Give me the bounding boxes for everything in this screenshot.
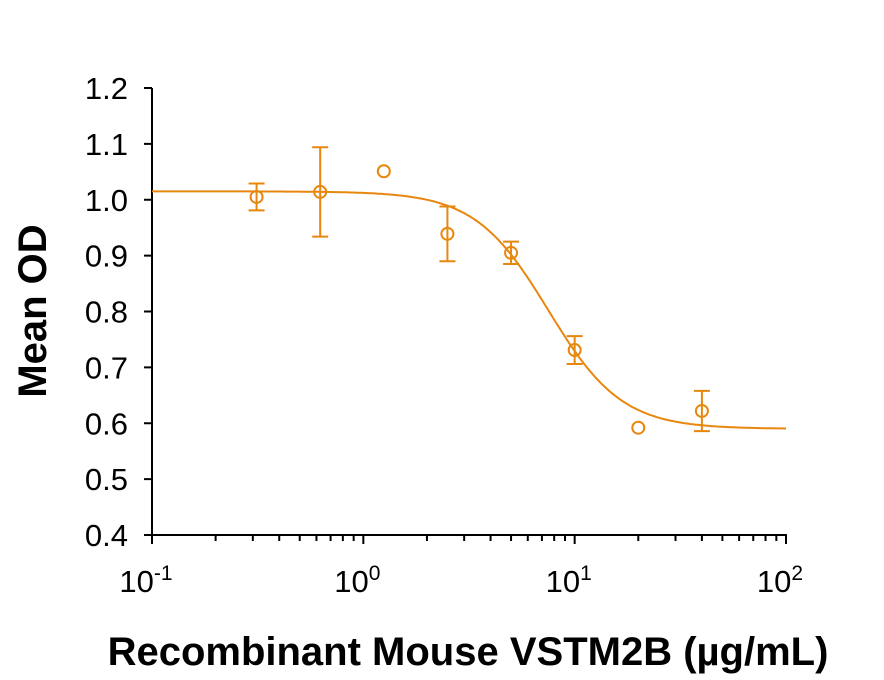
- y-tick-label: 0.8: [85, 295, 128, 330]
- y-tick-label: 1.0: [85, 183, 128, 218]
- y-tick-label: 1.1: [85, 127, 128, 162]
- y-axis-ticks: 0.4 0.5 0.6 0.7 0.8 0.9 1.0 1.1 1.2: [85, 71, 152, 553]
- x-tick-label: 101: [546, 562, 592, 599]
- data-point: [567, 343, 582, 358]
- x-tick-label: 10-1: [119, 562, 172, 599]
- axes: [151, 88, 787, 536]
- x-axis-ticks: 10-1 100 101 102: [119, 535, 803, 599]
- data-point: [313, 184, 328, 199]
- data-point: [376, 164, 391, 179]
- y-tick-label: 0.5: [85, 462, 128, 497]
- y-tick-label: 0.4: [85, 518, 128, 553]
- data-point: [631, 420, 646, 435]
- y-tick-label: 0.7: [85, 350, 128, 385]
- data-point: [249, 189, 264, 204]
- x-tick-label: 100: [334, 562, 380, 599]
- x-axis-label: Recombinant Mouse VSTM2B (µg/mL): [108, 630, 829, 674]
- x-tick-label: 102: [757, 562, 803, 599]
- data-point: [694, 403, 709, 418]
- y-tick-label: 0.6: [85, 406, 128, 441]
- y-axis-label: Mean OD: [11, 224, 55, 397]
- y-tick-label: 1.2: [85, 71, 128, 106]
- fit-curve: [152, 190, 786, 430]
- y-tick-label: 0.9: [85, 239, 128, 274]
- data-point: [504, 245, 519, 260]
- data-points: [248, 146, 710, 435]
- data-point: [440, 226, 455, 241]
